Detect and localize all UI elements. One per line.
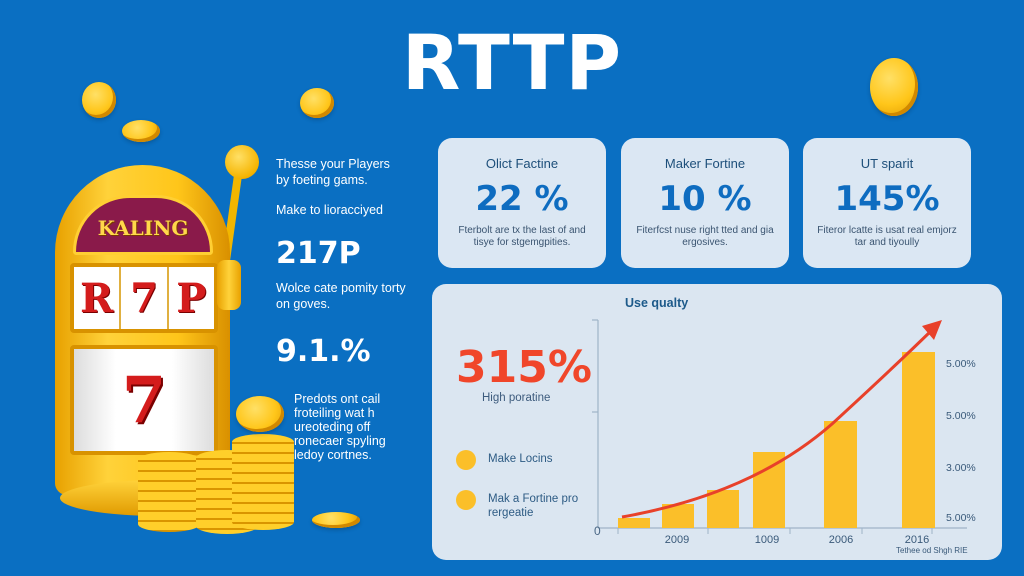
legend-item: Make Locins [456,450,553,470]
lever-hub [217,260,241,310]
coin-stack-icon [232,434,294,530]
legend-dot-icon [456,490,476,510]
stat-card-title: Olict Factine [485,156,559,171]
y-tick-label: 5.00% [946,512,976,524]
slot-reels: R 7 P [70,263,218,333]
legend-dot-icon [456,450,476,470]
coin-icon [122,120,160,142]
info-text-4: Predots ont cail froteiling wat h ureote… [294,392,386,462]
slot-brand-crest: KALING [73,195,213,255]
source-note: Tethee od Shgh RIE [896,546,968,555]
stat-card-desc: Fiterfcst nuse right tted and gia ergosi… [636,225,774,248]
lever-knob-icon [225,145,259,179]
x-tick-label: 2009 [664,534,690,546]
slot-brand-label: KALING [97,216,189,240]
slot-machine-illustration: KALING R 7 P 7 [55,145,260,530]
x-tick-label: 2006 [828,534,854,546]
trend-line [621,328,934,519]
slot-center-reel: 7 [70,345,218,455]
stat-card-value: 22 % [475,179,569,219]
info-text-3: Wolce cate pomity torty on goves. [276,281,406,311]
reel-symbol: P [176,274,207,322]
coin-icon [870,58,918,116]
bars [618,352,935,528]
stat-card-value: 145% [834,179,940,219]
coin-icon [236,396,284,432]
coin-icon [82,82,116,118]
stat-card-title: Maker Fortine [664,156,746,171]
y-tick-label: 3.00% [946,462,976,474]
page-title: RTTP [401,18,623,107]
legend-label: Mak a Fortine pro rergeatie [488,493,579,519]
bar-chart [592,319,967,534]
coin-stack-icon [138,452,200,532]
info-stat-2: 9.1.% [276,334,371,369]
y-zero-label: 0 [594,524,601,538]
stat-card-desc: Fiteror lcatte is usat real emjorz tar a… [817,225,957,248]
x-tick-label: 1009 [754,534,780,546]
info-text-2: Make to lioracciyed [276,203,383,217]
chart-panel: 315% High poratine Make Locins Mak a For… [432,284,1002,560]
stat-card-title: UT sparit [860,156,914,171]
stat-card: UT sparit 145% Fiteror lcatte is usat re… [803,138,971,268]
chart-title: Use qualty [625,296,689,310]
info-text-1: Thesse your Players by foeting gams. [276,157,390,187]
trend-arrow-icon [922,320,942,340]
x-tick-label: 2016 [904,534,930,546]
info-stat-1: 217P [276,236,361,271]
highlight-value: 315% [456,342,592,393]
y-tick-label: 5.00% [946,358,976,370]
slot-body: KALING R 7 P 7 [55,165,230,495]
highlight-label: High poratine [482,392,551,404]
stat-card: Olict Factine 22 % Fterbolt are tx the l… [438,138,606,268]
y-tick-label: 5.00% [946,410,976,422]
stat-card-desc: Fterbolt are tx the last of and tisye fo… [458,225,586,248]
reel-symbol: R [74,267,122,329]
coin-icon [312,512,360,528]
legend-label: Make Locins [488,453,553,465]
stat-card: Maker Fortine 10 % Fiterfcst nuse right … [621,138,789,268]
stat-card-value: 10 % [658,179,752,219]
legend-item: Mak a Fortine pro rergeatie [456,490,598,520]
coin-icon [300,88,334,118]
reel-symbol: 7 [121,267,169,329]
